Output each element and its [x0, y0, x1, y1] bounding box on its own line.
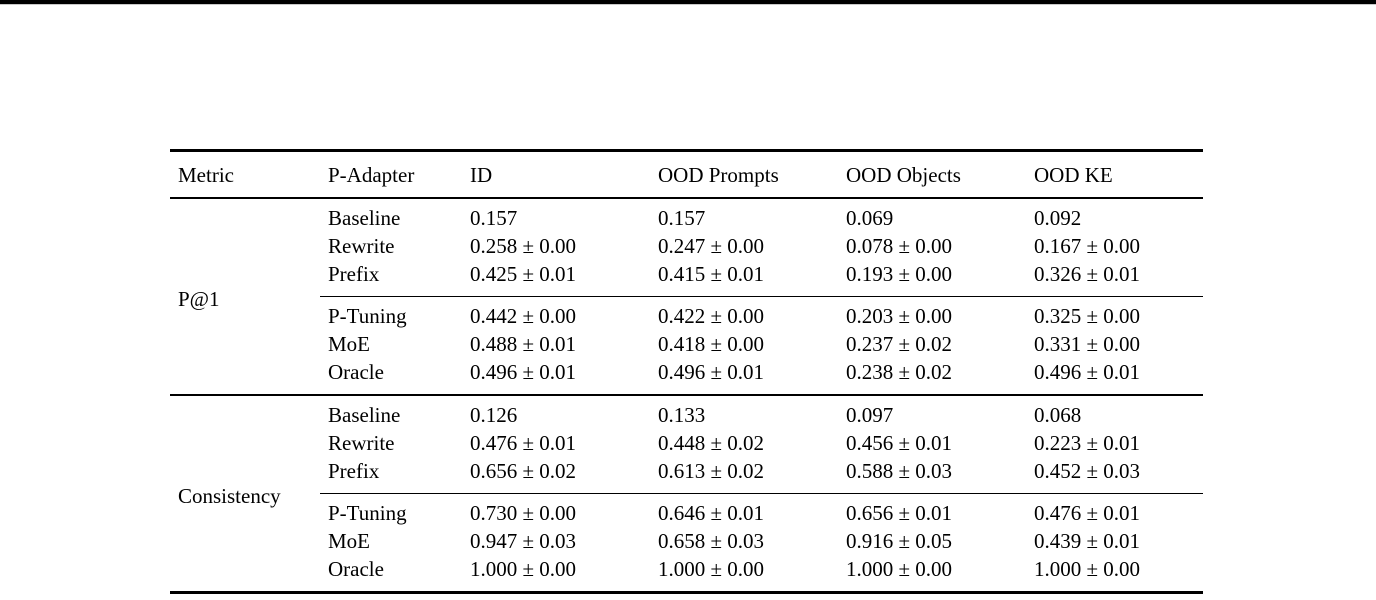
- col-header-p-adapter: P-Adapter: [320, 150, 462, 199]
- value-cell: 0.456 ± 0.01: [846, 431, 953, 455]
- value-cell: 0.238 ± 0.02: [846, 360, 953, 384]
- adapter-cell: MoE: [328, 332, 370, 356]
- value-cell: 1.000 ± 0.00: [658, 557, 765, 581]
- value-cell: 0.237 ± 0.02: [846, 332, 953, 356]
- value-cell: 0.613 ± 0.02: [658, 459, 765, 483]
- value-cell: 0.092: [1034, 206, 1082, 230]
- value-cell: 0.476 ± 0.01: [1026, 493, 1203, 527]
- value-cell: 0.730 ± 0.00: [462, 493, 650, 527]
- value-cell: 0.422 ± 0.00: [650, 296, 838, 330]
- value-cell: 0.415 ± 0.01: [658, 262, 765, 286]
- value-cell: 0.425 ± 0.01: [470, 262, 577, 286]
- adapter-cell: Oracle: [328, 557, 384, 581]
- adapter-cell: Prefix: [328, 459, 380, 483]
- value-cell: 0.448 ± 0.02: [658, 431, 765, 455]
- value-cell: 0.325 ± 0.00: [1026, 296, 1203, 330]
- value-cell: 0.496 ± 0.01: [470, 360, 577, 384]
- value-cell: 0.418 ± 0.00: [658, 332, 765, 356]
- table-row: MoE 0.947 ± 0.03 0.658 ± 0.03 0.916 ± 0.…: [170, 527, 1203, 555]
- value-cell: 0.588 ± 0.03: [846, 459, 953, 483]
- value-cell: 0.656 ± 0.02: [470, 459, 577, 483]
- value-cell: 0.658 ± 0.03: [658, 529, 765, 553]
- value-cell: 0.068: [1026, 394, 1203, 429]
- adapter-cell: Rewrite: [328, 234, 395, 258]
- header-row: Metric P-Adapter ID OOD Prompts OOD Obje…: [170, 150, 1203, 199]
- adapter-cell: Prefix: [328, 262, 380, 286]
- value-cell: 0.097: [838, 394, 1026, 429]
- page-top-rule: [0, 0, 1376, 5]
- results-table: Metric P-Adapter ID OOD Prompts OOD Obje…: [170, 149, 1203, 594]
- table-row: P-Tuning 0.730 ± 0.00 0.646 ± 0.01 0.656…: [170, 493, 1203, 527]
- value-cell: 0.331 ± 0.00: [1034, 332, 1141, 356]
- table-row: Oracle 1.000 ± 0.00 1.000 ± 0.00 1.000 ±…: [170, 555, 1203, 593]
- value-cell: 0.442 ± 0.00: [462, 296, 650, 330]
- table-row: P@1 Baseline 0.157 0.157 0.069 0.092: [170, 198, 1203, 311]
- value-cell: 0.488 ± 0.01: [470, 332, 577, 356]
- adapter-cell: Rewrite: [328, 431, 395, 455]
- value-cell: 0.078 ± 0.00: [846, 234, 953, 258]
- adapter-cell: Baseline: [320, 394, 462, 429]
- value-cell: 0.439 ± 0.01: [1034, 529, 1141, 553]
- value-cell: 1.000 ± 0.00: [1034, 557, 1141, 581]
- value-cell: 0.247 ± 0.00: [658, 234, 765, 258]
- value-cell: 0.947 ± 0.03: [470, 529, 577, 553]
- value-cell: 0.069: [846, 206, 894, 230]
- value-cell: 0.646 ± 0.01: [650, 493, 838, 527]
- value-cell: 0.157: [658, 206, 706, 230]
- value-cell: 0.126: [462, 394, 650, 429]
- col-header-ood-objects: OOD Objects: [838, 150, 1026, 199]
- adapter-cell: MoE: [328, 529, 370, 553]
- value-cell: 0.157: [470, 206, 518, 230]
- col-header-metric: Metric: [170, 150, 320, 199]
- value-cell: 0.326 ± 0.01: [1034, 262, 1141, 286]
- col-header-id: ID: [462, 150, 650, 199]
- value-cell: 0.496 ± 0.01: [1034, 360, 1141, 384]
- value-cell: 0.496 ± 0.01: [658, 360, 765, 384]
- value-cell: 0.476 ± 0.01: [470, 431, 577, 455]
- col-header-ood-ke: OOD KE: [1026, 150, 1203, 199]
- table-row: MoE 0.488 ± 0.01 0.418 ± 0.00 0.237 ± 0.…: [170, 330, 1203, 358]
- value-cell: 0.258 ± 0.00: [470, 234, 577, 258]
- table-row: Prefix 0.425 ± 0.01 0.415 ± 0.01 0.193 ±…: [170, 260, 1203, 297]
- value-cell: 0.193 ± 0.00: [846, 262, 953, 286]
- metric-cell-consistency: Consistency: [170, 394, 320, 593]
- value-cell: 0.916 ± 0.05: [846, 529, 953, 553]
- metric-cell-p1: P@1: [178, 287, 220, 311]
- adapter-cell: Baseline: [328, 206, 401, 230]
- table-row: Rewrite 0.476 ± 0.01 0.448 ± 0.02 0.456 …: [170, 429, 1203, 457]
- value-cell: 1.000 ± 0.00: [846, 557, 953, 581]
- adapter-cell: Oracle: [328, 360, 384, 384]
- table-row: Oracle 0.496 ± 0.01 0.496 ± 0.01 0.238 ±…: [170, 358, 1203, 395]
- value-cell: 1.000 ± 0.00: [470, 557, 577, 581]
- value-cell: 0.167 ± 0.00: [1034, 234, 1141, 258]
- value-cell: 0.656 ± 0.01: [838, 493, 1026, 527]
- table-row: Rewrite 0.258 ± 0.00 0.247 ± 0.00 0.078 …: [170, 232, 1203, 260]
- adapter-cell: P-Tuning: [320, 493, 462, 527]
- adapter-cell: P-Tuning: [320, 296, 462, 330]
- table-row: Consistency Baseline 0.126 0.133 0.097 0…: [170, 394, 1203, 593]
- col-header-ood-prompts: OOD Prompts: [650, 150, 838, 199]
- value-cell: 0.203 ± 0.00: [838, 296, 1026, 330]
- value-cell: 0.452 ± 0.03: [1034, 459, 1141, 483]
- value-cell: 0.223 ± 0.01: [1034, 431, 1141, 455]
- table-row: P-Tuning 0.442 ± 0.00 0.422 ± 0.00 0.203…: [170, 296, 1203, 330]
- table-row: Prefix 0.656 ± 0.02 0.613 ± 0.02 0.588 ±…: [170, 457, 1203, 494]
- value-cell: 0.133: [650, 394, 838, 429]
